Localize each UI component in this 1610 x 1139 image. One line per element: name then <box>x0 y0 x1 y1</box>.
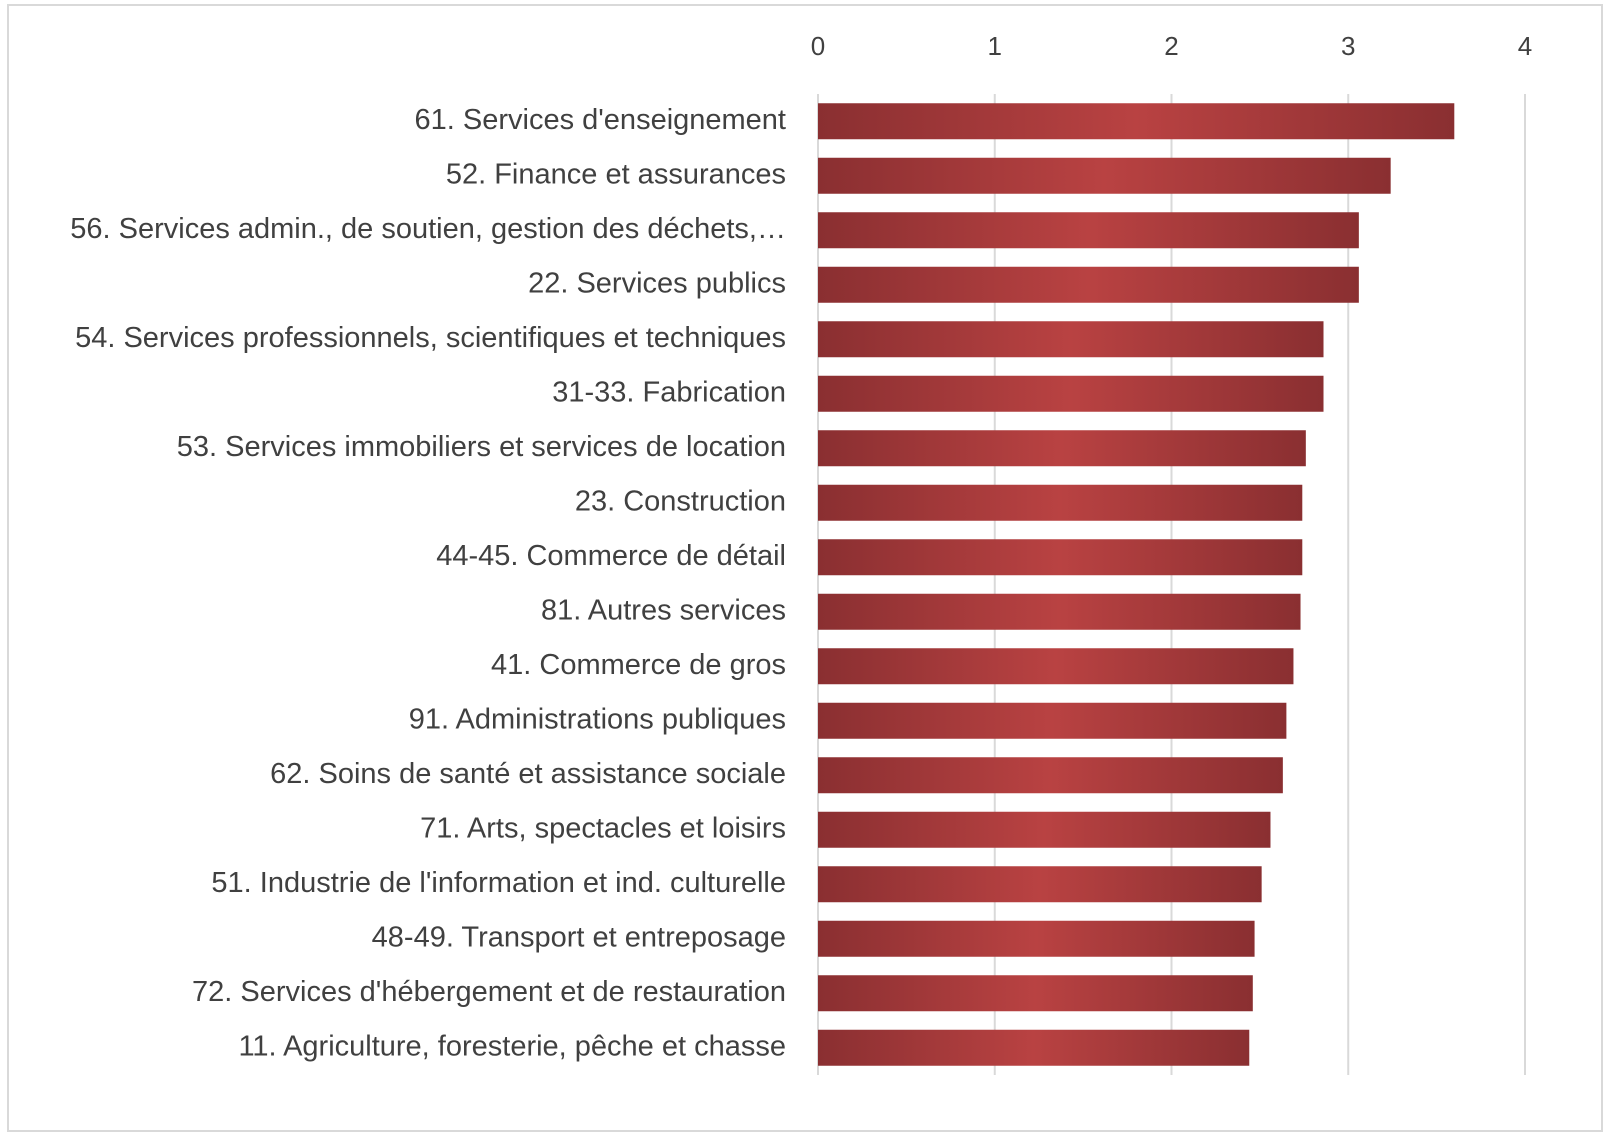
bar <box>818 757 1283 794</box>
bar <box>818 103 1455 140</box>
bar <box>818 920 1255 957</box>
bar <box>818 266 1359 303</box>
chart-border <box>7 4 1603 1132</box>
y-tick-label: 31-33. Fabrication <box>552 376 786 408</box>
y-tick-label: 91. Administrations publiques <box>409 703 786 735</box>
x-tick-label: 2 <box>1164 31 1178 61</box>
bar <box>818 375 1324 412</box>
y-tick-label: 71. Arts, spectacles et loisirs <box>420 812 786 844</box>
y-tick-label: 23. Construction <box>575 485 786 517</box>
bar <box>818 593 1301 630</box>
bar <box>818 539 1303 576</box>
bar <box>818 975 1253 1012</box>
y-tick-label: 22. Services publics <box>528 267 786 299</box>
y-tick-label: 56. Services admin., de soutien, gestion… <box>70 213 786 245</box>
bar <box>818 866 1262 903</box>
y-tick-label: 72. Services d'hébergement et de restaur… <box>192 976 786 1008</box>
x-tick-label: 3 <box>1341 31 1355 61</box>
y-tick-label: 41. Commerce de gros <box>491 649 786 681</box>
y-tick-label: 81. Autres services <box>541 594 786 626</box>
y-tick-label: 44-45. Commerce de détail <box>436 540 786 572</box>
bar <box>818 1029 1250 1066</box>
bar <box>818 702 1287 739</box>
x-tick-label: 0 <box>811 31 825 61</box>
y-tick-label: 48-49. Transport et entreposage <box>372 921 786 953</box>
bar <box>818 157 1391 194</box>
bar <box>818 484 1303 521</box>
y-tick-label: 62. Soins de santé et assistance sociale <box>270 758 786 790</box>
y-tick-label: 52. Finance et assurances <box>446 158 786 190</box>
y-tick-label: 51. Industrie de l'information et ind. c… <box>211 867 786 899</box>
bar <box>818 648 1294 685</box>
y-tick-label: 54. Services professionnels, scientifiqu… <box>75 322 786 354</box>
bar <box>818 430 1306 467</box>
bar <box>818 321 1324 358</box>
x-tick-label: 4 <box>1518 31 1532 61</box>
bar <box>818 811 1271 848</box>
y-tick-label: 53. Services immobiliers et services de … <box>177 431 786 463</box>
x-tick-label: 1 <box>988 31 1002 61</box>
y-tick-label: 11. Agriculture, foresterie, pêche et ch… <box>238 1030 786 1062</box>
bar <box>818 212 1359 249</box>
y-tick-label: 61. Services d'enseignement <box>415 104 786 136</box>
